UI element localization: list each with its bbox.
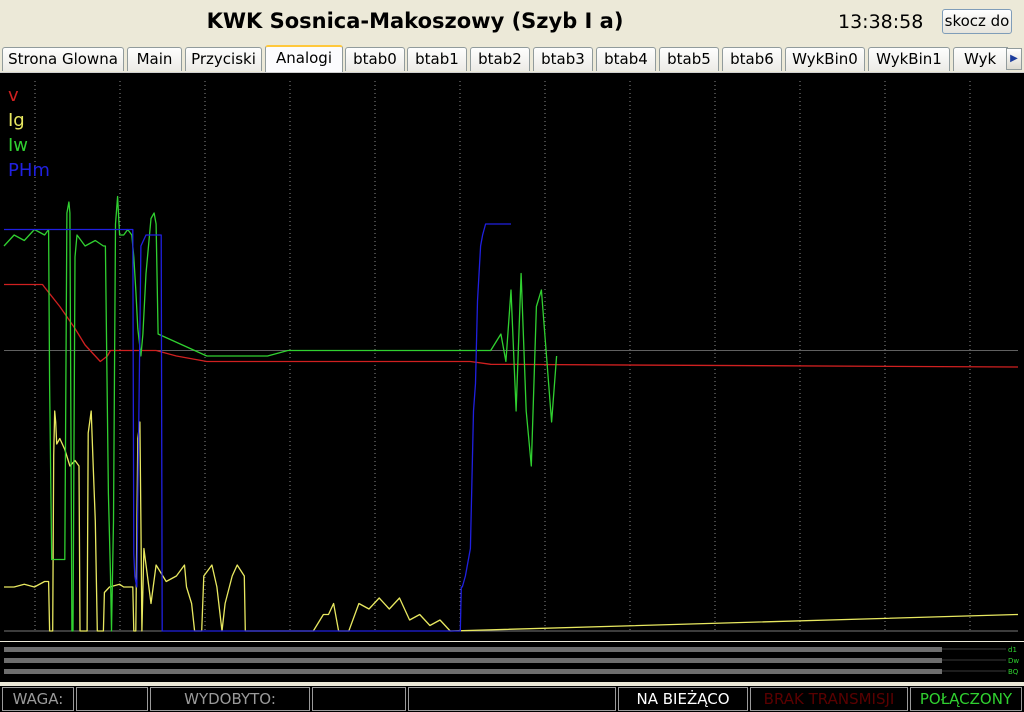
tab-analogi[interactable]: Analogi: [265, 45, 343, 72]
clock: 13:38:58: [838, 11, 924, 33]
tab-strona-glowna[interactable]: Strona Glowna: [2, 47, 124, 71]
output-value: [312, 687, 406, 711]
legend-phm: PHm: [8, 160, 50, 181]
page-title: KWK Sosnica-Makoszowy (Szyb I a): [206, 9, 624, 33]
strip-bar-dw: [4, 658, 942, 663]
series-line-v: [4, 283, 1019, 368]
tab-btab4[interactable]: btab4: [596, 47, 656, 71]
output-label: WYDOBYTO:: [150, 687, 310, 711]
series-line-ig: [4, 410, 1019, 632]
strip-bar-d1: [4, 647, 942, 652]
tab-btab3[interactable]: btab3: [533, 47, 593, 71]
chart-canvas: [3, 81, 1019, 632]
strip-label-d1: d1: [1008, 646, 1017, 654]
tab-btab2[interactable]: btab2: [470, 47, 530, 71]
tab-btab5[interactable]: btab5: [659, 47, 719, 71]
tab-wyk[interactable]: Wyk: [953, 47, 1008, 71]
tab-scroll-right-icon[interactable]: ▶: [1006, 48, 1022, 70]
tab-btab0[interactable]: btab0: [345, 47, 405, 71]
status-empty: [408, 687, 616, 711]
chart-legend: v Ig Iw PHm: [8, 83, 50, 183]
analog-chart: v Ig Iw PHm: [0, 72, 1024, 641]
tab-btab6[interactable]: btab6: [722, 47, 782, 71]
weight-label: WAGA:: [2, 687, 74, 711]
series-line-phm: [4, 223, 511, 632]
weight-value: [76, 687, 148, 711]
binary-strip: d1 Dw BQ: [0, 642, 1024, 682]
title-bar: KWK Sosnica-Makoszowy (Szyb I a) 13:38:5…: [0, 0, 1024, 44]
transmission-status: BRAK TRANSMISJI: [750, 687, 908, 711]
jump-to-button[interactable]: skocz do: [942, 9, 1012, 34]
strip-bar-bq: [4, 669, 942, 674]
status-bar: WAGA: WYDOBYTO: NA BIEŻĄCO BRAK TRANSMIS…: [0, 686, 1024, 712]
connection-status: POŁĄCZONY: [910, 687, 1022, 711]
tab-main[interactable]: Main: [127, 47, 182, 71]
tab-wykbin0[interactable]: WykBin0: [785, 47, 865, 71]
tab-bar: Strona Glowna Main Przyciski Analogi bta…: [0, 45, 1008, 72]
strip-label-dw: Dw: [1008, 657, 1019, 665]
tab-wykbin1[interactable]: WykBin1: [868, 47, 950, 71]
tab-btab1[interactable]: btab1: [407, 47, 467, 71]
tab-przyciski[interactable]: Przyciski: [185, 47, 262, 71]
series-group: [3, 195, 1019, 632]
strip-label-bq: BQ: [1008, 668, 1019, 676]
live-status: NA BIEŻĄCO: [618, 687, 748, 711]
legend-ig: Ig: [8, 110, 25, 131]
series-line-iw: [3, 195, 558, 632]
legend-v: v: [8, 85, 19, 106]
legend-iw: Iw: [8, 135, 29, 156]
